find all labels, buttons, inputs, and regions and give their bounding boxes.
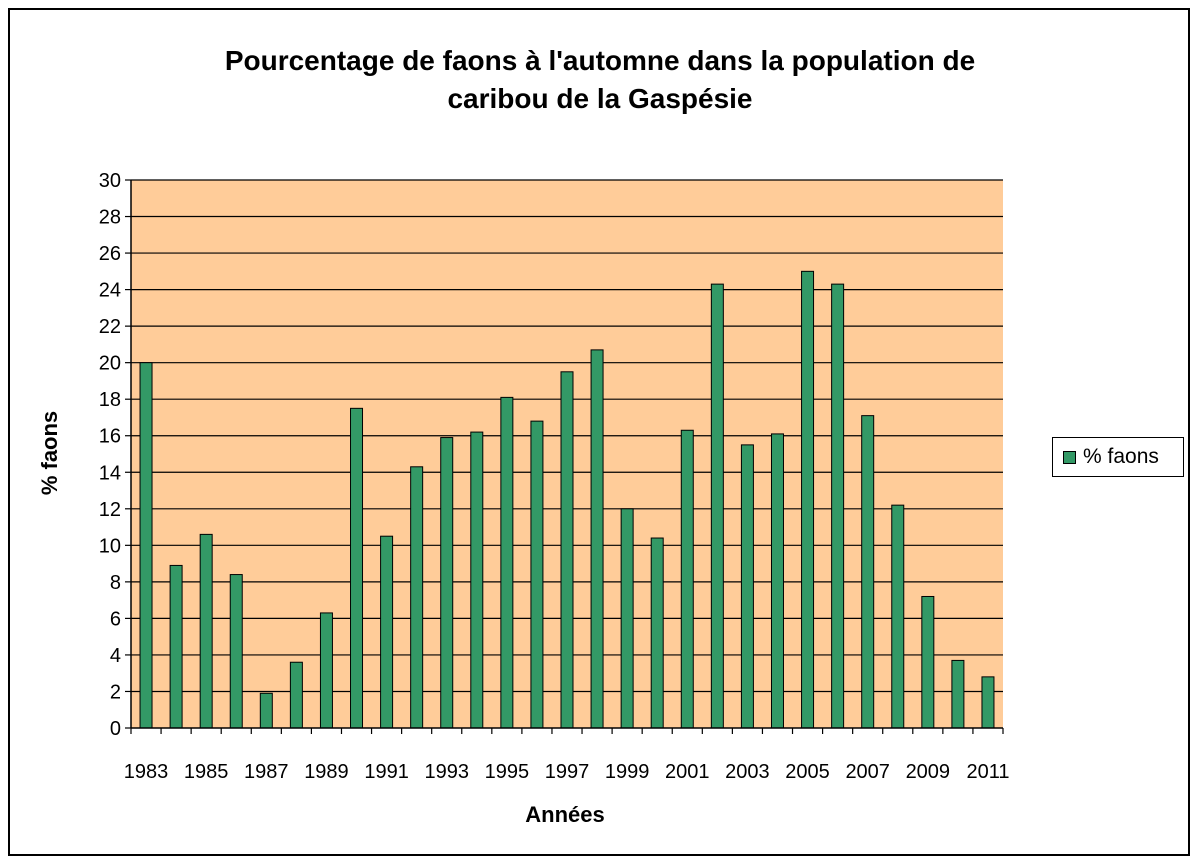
bar: [560, 371, 574, 729]
bar: [921, 595, 935, 729]
bar: [590, 349, 604, 729]
bar: [740, 444, 754, 729]
y-tick-label: 28: [99, 207, 121, 229]
x-tick-label: 1997: [545, 761, 590, 783]
y-tick-label: 10: [99, 535, 121, 557]
y-tick-label: 20: [99, 353, 121, 375]
x-tick-label: 1985: [184, 761, 229, 783]
y-tick-label: 16: [99, 426, 121, 448]
bar: [229, 574, 243, 729]
bar: [169, 564, 183, 729]
y-tick-label: 6: [110, 608, 121, 630]
x-tick-label: 1991: [364, 761, 409, 783]
bar: [410, 466, 424, 729]
bar: [259, 692, 273, 729]
x-tick-label: 2005: [785, 761, 830, 783]
bar: [289, 661, 303, 729]
x-tick-label: 1999: [605, 761, 650, 783]
x-tick-label: 1987: [244, 761, 289, 783]
y-tick-label: 22: [99, 316, 121, 338]
bar: [500, 396, 514, 729]
bar: [350, 407, 364, 729]
y-tick-label: 26: [99, 243, 121, 265]
x-axis-label: Années: [525, 802, 605, 827]
bar: [710, 283, 724, 729]
x-tick-label: 1993: [424, 761, 469, 783]
x-tick-label: 2009: [906, 761, 951, 783]
chart-title-line-1: Pourcentage de faons à l'automne dans la…: [224, 45, 976, 76]
y-tick-label: 0: [110, 718, 121, 740]
bar: [380, 535, 394, 729]
y-tick-label: 24: [99, 280, 121, 302]
bar: [199, 533, 213, 729]
legend-swatch: [1063, 451, 1076, 464]
bar: [530, 420, 544, 729]
chart-title: Pourcentage de faons à l'automne dans la…: [0, 42, 1200, 118]
bar: [861, 415, 875, 729]
bar: [770, 433, 784, 729]
x-tick-label: 1989: [304, 761, 349, 783]
bar: [650, 537, 664, 729]
bar: [831, 283, 845, 729]
chart-title-line-2: caribou de la Gaspésie: [447, 83, 753, 114]
x-tick-label: 1983: [124, 761, 169, 783]
legend: % faons: [1052, 437, 1184, 477]
x-tick-label: 2007: [845, 761, 890, 783]
y-axis-label: % faons: [37, 410, 62, 496]
bar: [680, 429, 694, 729]
bar: [981, 676, 995, 729]
y-tick-label: 14: [99, 462, 121, 484]
y-tick-label: 12: [99, 499, 121, 521]
bar: [951, 659, 965, 729]
bar: [620, 508, 634, 729]
x-tick-label: 1995: [485, 761, 530, 783]
bar: [891, 504, 905, 729]
y-tick-label: 4: [110, 645, 121, 667]
y-tick-label: 18: [99, 389, 121, 411]
x-tick-label: 2003: [725, 761, 770, 783]
bar: [801, 270, 815, 729]
bar: [470, 431, 484, 729]
legend-label: % faons: [1083, 445, 1159, 468]
x-tick-label: 2001: [665, 761, 710, 783]
y-tick-label: 30: [99, 170, 121, 192]
bar: [139, 362, 153, 729]
x-tick-label: 2011: [966, 761, 1009, 783]
bar: [440, 437, 454, 729]
y-tick-label: 2: [110, 681, 121, 703]
bar: [319, 612, 333, 729]
y-tick-label: 8: [110, 572, 121, 594]
